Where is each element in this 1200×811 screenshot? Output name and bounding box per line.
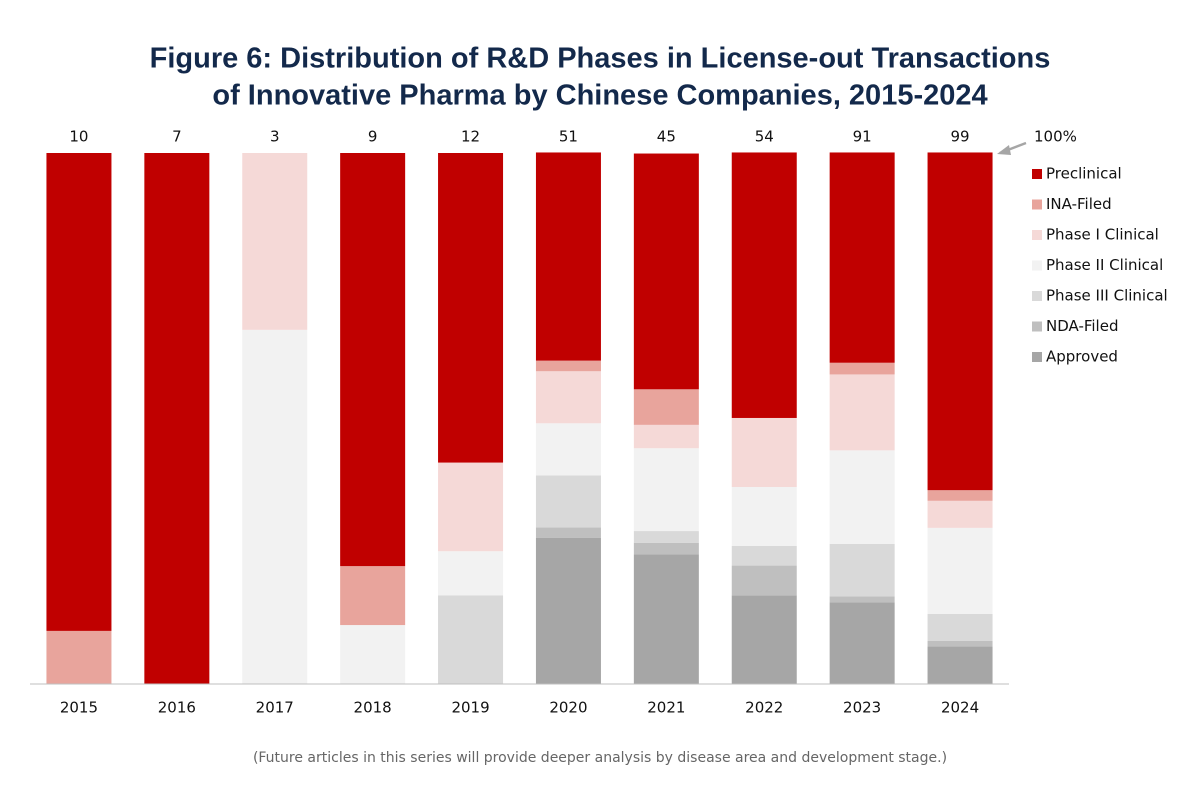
bar-segment — [340, 566, 406, 626]
bar-segment — [46, 153, 112, 631]
bar-segment — [535, 360, 601, 372]
x-tick-label: 2015 — [60, 699, 98, 717]
bar-segment — [731, 152, 797, 418]
total-label: 91 — [853, 128, 872, 146]
legend-label: NDA-Filed — [1046, 317, 1118, 335]
legend-swatch — [1032, 199, 1042, 210]
legend-label: Preclinical — [1046, 165, 1122, 183]
bar-segment — [731, 595, 797, 684]
legend-swatch — [1032, 230, 1042, 240]
bar-segment — [438, 462, 504, 552]
bar-segment — [633, 531, 699, 543]
bar-segment — [340, 153, 406, 567]
bar-segment — [144, 153, 210, 684]
bar-segment — [438, 153, 504, 463]
legend-label: Phase I Clinical — [1046, 226, 1159, 244]
bar-segment — [829, 374, 895, 451]
bar-segment — [438, 551, 504, 596]
chart-title-line: of Innovative Pharma by Chinese Companie… — [212, 80, 987, 112]
bar-segment — [242, 329, 308, 684]
bar-segment — [829, 602, 895, 684]
legend-swatch — [1032, 169, 1042, 179]
total-label: 54 — [755, 128, 774, 146]
bar-segment — [633, 542, 699, 555]
total-label: 51 — [559, 128, 578, 146]
legend-swatch — [1032, 291, 1042, 301]
bar-segment — [633, 389, 699, 425]
bar-segment — [731, 486, 797, 546]
bar-segment — [927, 152, 993, 491]
annotation-arrowhead — [997, 145, 1011, 155]
bar-segment — [731, 565, 797, 596]
bar-segment — [927, 613, 993, 641]
bar-segment — [829, 596, 895, 603]
bar-segment — [242, 153, 308, 330]
total-label: 45 — [657, 128, 676, 146]
bar-segment — [340, 625, 406, 684]
bar-segment — [633, 424, 699, 449]
legend-label: Approved — [1046, 348, 1118, 366]
total-label: 12 — [461, 128, 480, 146]
bar-segment — [927, 490, 993, 501]
bar-segment — [829, 362, 895, 375]
x-tick-label: 2024 — [941, 699, 979, 717]
bar-segment — [829, 152, 895, 363]
legend-swatch — [1032, 321, 1042, 332]
x-tick-label: 2020 — [549, 699, 587, 717]
bar-segment — [633, 554, 699, 684]
x-tick-label: 2018 — [354, 699, 392, 717]
bar-segment — [633, 153, 699, 390]
bar-segment — [535, 527, 601, 538]
bar-segment — [927, 646, 993, 684]
bar-segment — [927, 527, 993, 614]
bar-segment — [927, 640, 993, 647]
x-tick-label: 2021 — [647, 699, 685, 717]
total-label: 10 — [69, 128, 88, 146]
x-tick-label: 2023 — [843, 699, 881, 717]
bar-segment — [46, 630, 112, 684]
bar-segment — [535, 371, 601, 424]
annotation: 100% — [1034, 128, 1077, 146]
bar-segment — [633, 448, 699, 532]
total-label: 9 — [368, 128, 378, 146]
legend-swatch — [1032, 260, 1042, 271]
legend-label: INA-Filed — [1046, 195, 1112, 213]
x-tick-label: 2016 — [158, 699, 196, 717]
total-label: 99 — [951, 128, 970, 146]
footnote: (Future articles in this series will pro… — [253, 750, 947, 766]
legend-swatch — [1032, 352, 1042, 362]
x-tick-label: 2022 — [745, 699, 783, 717]
bar-segment — [535, 537, 601, 684]
bar-segment — [731, 545, 797, 566]
bar-segment — [535, 423, 601, 476]
x-tick-label: 2019 — [451, 699, 489, 717]
chart-title-line: Figure 6: Distribution of R&D Phases in … — [150, 43, 1051, 75]
x-tick-label: 2017 — [256, 699, 294, 717]
bar-segment — [535, 475, 601, 528]
bar-segment — [829, 543, 895, 597]
legend-label: Phase II Clinical — [1046, 256, 1163, 274]
bar-segment — [438, 595, 504, 684]
bar-segment — [535, 152, 601, 361]
bar-segment — [731, 417, 797, 487]
legend-label: Phase III Clinical — [1046, 287, 1168, 305]
bar-segment — [829, 450, 895, 544]
total-label: 3 — [270, 128, 280, 146]
bar-segment — [927, 500, 993, 528]
total-label: 7 — [172, 128, 182, 146]
